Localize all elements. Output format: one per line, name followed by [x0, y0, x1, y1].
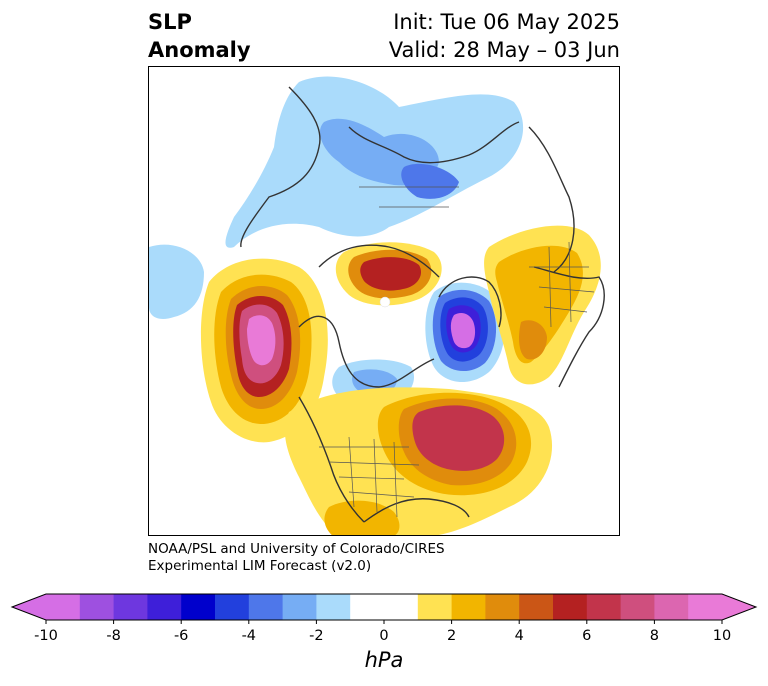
credit-line-2: Experimental LIM Forecast (v2.0): [148, 558, 372, 574]
political-boundaries: [319, 186, 595, 518]
colorbar-bin: [417, 594, 453, 620]
colorbar-tick-label: 6: [582, 628, 592, 644]
colorbar-bin: [654, 594, 689, 620]
colorbar: [10, 593, 758, 624]
map-panel: [148, 66, 620, 536]
colorbar-bin: [384, 594, 419, 620]
valid-range: Valid: 28 May – 03 Jun: [388, 38, 620, 62]
colorbar-tick-label: 2: [446, 628, 457, 644]
colorbar-bin: [586, 594, 622, 620]
colorbar-bin: [553, 594, 588, 620]
coastlines: [240, 86, 605, 523]
colorbar-tick-label: -6: [173, 628, 189, 644]
colorbar-tick-label: -4: [241, 628, 257, 644]
colorbar-bin: [519, 594, 554, 620]
colorbar-tick-label: -8: [106, 628, 121, 644]
colorbar-bin: [215, 594, 250, 620]
colorbar-bin: [282, 594, 317, 620]
north-atlantic-high-anomaly: [284, 387, 553, 535]
colorbar-tick-label: 8: [649, 628, 660, 644]
colorbar-bin: [620, 594, 655, 620]
title-left: SLP Anomaly: [148, 8, 251, 64]
anomaly-map: [149, 76, 605, 535]
colorbar-bin: [147, 594, 182, 620]
colorbar-tick-label: -10: [34, 628, 58, 644]
credit-text: NOAA/PSL and University of Colorado/CIRE…: [148, 541, 445, 575]
colorbar-unit: hPa: [364, 648, 404, 672]
north-pacific-high-anomaly: [200, 258, 328, 443]
colorbar-tick-label: -2: [309, 628, 324, 644]
colorbar-bin: [248, 594, 284, 620]
colorbar-bin: [451, 594, 486, 620]
colorbar-bin: [316, 594, 351, 620]
colorbar-bin: [113, 594, 148, 620]
colorbar-bin: [79, 594, 115, 620]
credit-line-1: NOAA/PSL and University of Colorado/CIRE…: [148, 541, 445, 557]
colorbar-bin: [688, 594, 723, 620]
title-right: Init: Tue 06 May 2025 Valid: 28 May – 03…: [389, 8, 620, 64]
colorbar-bin: [181, 594, 216, 620]
colorbar-tick-label: 0: [379, 628, 389, 644]
colorbar-extend-min: [12, 594, 46, 620]
barents-low-anomaly: [425, 282, 505, 383]
europe-high-anomaly: [484, 225, 601, 385]
colorbar-ticks: [45, 620, 723, 624]
title-field: Anomaly: [148, 38, 251, 62]
colorbar-bin: [485, 594, 520, 620]
aleutian-high-anomaly: [335, 242, 442, 306]
bering-low-anomaly: [149, 244, 204, 319]
init-date: Init: Tue 06 May 2025: [393, 10, 620, 34]
colorbar-tick-label: 10: [712, 628, 732, 644]
colorbar-bin: [350, 594, 385, 620]
siberia-low-anomaly: [225, 76, 524, 248]
colorbar-tick-label: 4: [514, 628, 524, 644]
colorbar-extend-max: [722, 594, 756, 620]
colorbar-bin: [46, 594, 81, 620]
north-pole-marker: [379, 296, 391, 308]
title-variable: SLP: [148, 10, 192, 34]
colorbar-cells: [10, 593, 758, 621]
